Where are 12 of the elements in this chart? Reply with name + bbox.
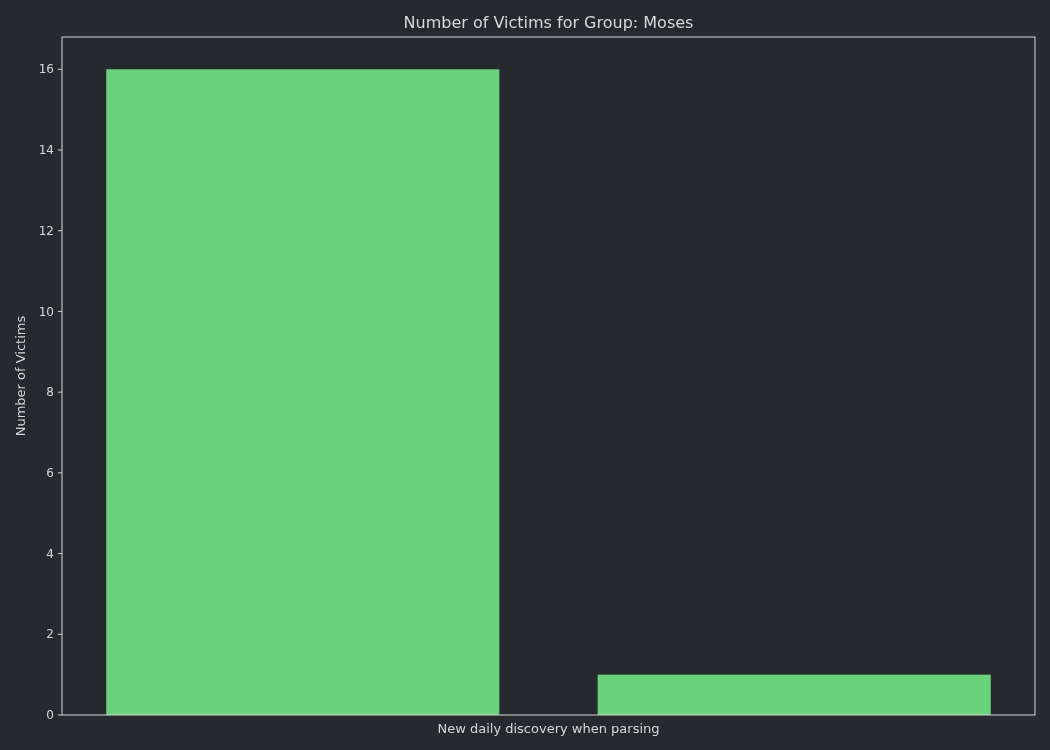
y-tick-label: 12 [38, 223, 54, 238]
y-tick-label: 6 [46, 466, 54, 481]
y-tick-label: 4 [46, 546, 54, 561]
y-tick-label: 14 [38, 143, 54, 158]
y-tick-label: 10 [38, 304, 54, 319]
chart-title: Number of Victims for Group: Moses [403, 13, 694, 32]
y-axis-title: Number of Victims [13, 315, 28, 437]
y-tick-label: 16 [38, 62, 54, 77]
y-tick-label: 0 [46, 708, 54, 723]
y-tick-label: 2 [46, 627, 54, 642]
x-axis-title: New daily discovery when parsing [437, 721, 660, 736]
y-tick-label: 8 [46, 385, 54, 400]
